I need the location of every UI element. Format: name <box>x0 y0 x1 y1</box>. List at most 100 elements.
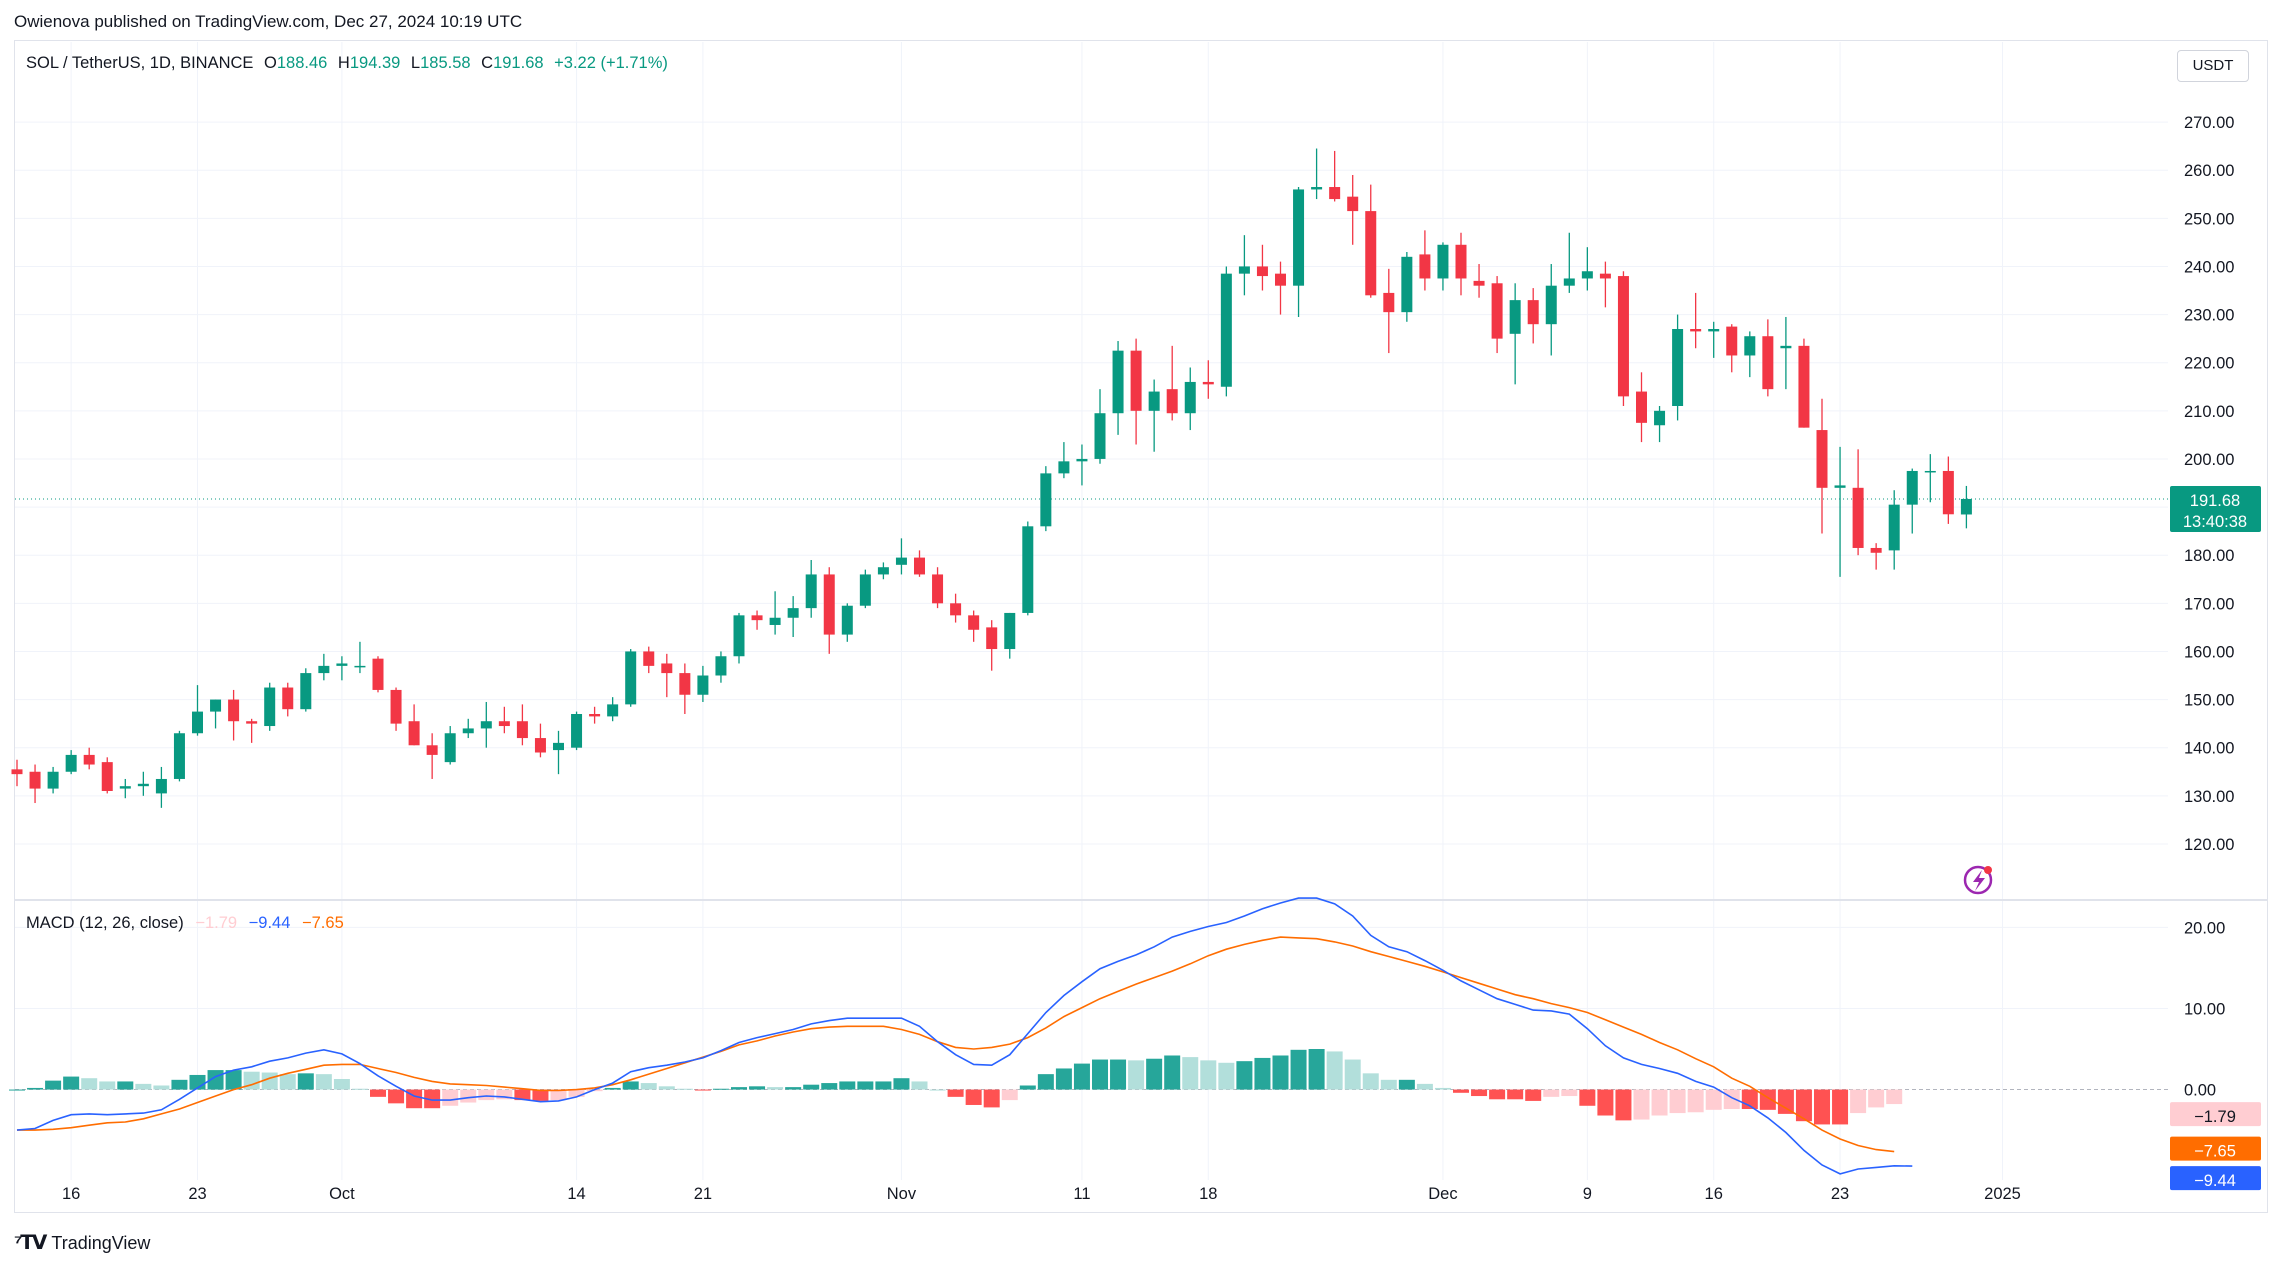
candle-body <box>589 714 601 717</box>
candle-body <box>1094 413 1106 459</box>
macd-histogram-bar <box>604 1087 621 1090</box>
signal-line <box>17 936 1895 1153</box>
macd-histogram-bar <box>1019 1085 1036 1090</box>
macd-histogram-bar <box>1434 1087 1451 1090</box>
macd-lines <box>16 897 1913 1175</box>
macd-histogram-bar <box>1254 1057 1271 1090</box>
candle-body <box>498 721 510 727</box>
axis-price-labels: 191.68 13:40:38 −1.79 −7.65 −9.44 <box>2170 485 2261 1191</box>
candle-body <box>1690 329 1702 332</box>
macd-histogram-bar <box>1001 1089 1018 1101</box>
macd-histogram-bar <box>1416 1083 1433 1090</box>
candle-body <box>1329 187 1341 200</box>
candle-body <box>1347 196 1359 212</box>
macd-histogram-bar <box>694 1089 711 1091</box>
candle-body <box>1130 350 1142 411</box>
macd-histogram-bar <box>1705 1089 1722 1110</box>
macd-histogram-bar <box>550 1089 567 1101</box>
candle-body <box>444 733 456 763</box>
macd-histogram-bar <box>1037 1074 1054 1090</box>
candle-body <box>1924 470 1936 473</box>
macd-histogram-bar <box>767 1087 784 1090</box>
last-price-badge-text: 191.68 <box>2190 492 2240 510</box>
candle-body <box>805 574 817 609</box>
price-tick-label: 210.00 <box>2184 403 2234 421</box>
macd-histogram-bar <box>1525 1089 1542 1101</box>
macd-histogram-bar <box>839 1081 856 1090</box>
time-tick-label: 16 <box>1705 1185 1723 1203</box>
macd-histogram-bar <box>947 1089 964 1097</box>
time-tick-label: Nov <box>887 1185 917 1203</box>
time-tick-label: 23 <box>1831 1185 1849 1203</box>
candle-body <box>697 675 709 695</box>
macd-histogram-bar <box>225 1070 242 1090</box>
macd-histogram-bar <box>983 1089 1000 1108</box>
candle-body <box>1870 547 1882 553</box>
macd-histogram-bar <box>1832 1089 1849 1125</box>
candle-body <box>986 627 998 650</box>
macd-histogram-bar <box>965 1089 982 1105</box>
currency-button[interactable]: USDT <box>2177 50 2249 82</box>
candle-body <box>1202 381 1214 385</box>
candle-body <box>354 665 366 668</box>
macd-histogram <box>9 1049 1903 1125</box>
macd-histogram-bar <box>1723 1089 1740 1110</box>
candle-body <box>1816 430 1828 488</box>
macd-hist-badge-text: −1.79 <box>2194 1108 2236 1126</box>
candle-body <box>1311 187 1323 190</box>
ohlc-open: O188.46 <box>264 54 328 72</box>
time-tick-label: 9 <box>1583 1185 1592 1203</box>
macd-histogram-bar <box>514 1089 531 1101</box>
macd-line-badge-text: −9.44 <box>2194 1172 2236 1190</box>
candle-body <box>769 617 781 625</box>
candle-body <box>679 673 691 695</box>
candle-body <box>1491 283 1503 339</box>
candle-body <box>751 615 763 621</box>
last-price-badge: 191.68 13:40:38 <box>2170 485 2261 532</box>
macd-histogram-bar <box>929 1089 946 1091</box>
macd-histogram-bar <box>478 1089 495 1101</box>
price-tick-label: 270.00 <box>2184 114 2234 132</box>
candle-body <box>372 658 384 690</box>
macd-histogram-bar <box>388 1089 405 1104</box>
macd-histogram-bar <box>1218 1062 1235 1090</box>
macd-title[interactable]: MACD (12, 26, close) <box>26 914 184 932</box>
macd-histogram-bar <box>1398 1079 1415 1090</box>
macd-histogram-bar <box>9 1089 25 1091</box>
macd-histogram-bar <box>1651 1089 1668 1116</box>
candle-body <box>968 615 980 630</box>
candle-body <box>1654 410 1666 426</box>
candle-body <box>65 754 77 772</box>
candle-body <box>1672 329 1684 406</box>
macd-histogram-bar <box>1868 1089 1885 1108</box>
macd-histogram-bar <box>712 1088 729 1090</box>
ohlc-low: L185.58 <box>410 54 471 72</box>
candle-body <box>1509 300 1521 334</box>
symbol-name[interactable]: SOL / TetherUS, 1D, BINANCE <box>26 54 254 72</box>
candle-body <box>1455 244 1467 279</box>
candle-body <box>426 745 438 755</box>
macd-histogram-bar <box>45 1080 62 1090</box>
macd-histogram-bar <box>1814 1089 1830 1125</box>
lightning-icon[interactable] <box>1963 865 1993 895</box>
macd-histogram-bar <box>1326 1051 1343 1090</box>
macd-histogram-bar <box>99 1081 116 1090</box>
candle-body <box>210 699 222 712</box>
candle-body <box>607 704 619 717</box>
candle-body <box>1599 273 1611 279</box>
candle-body <box>1527 300 1539 325</box>
candle-body <box>1022 526 1034 613</box>
macd-histogram-bar <box>1579 1089 1596 1106</box>
candle-body <box>282 687 294 710</box>
macd-histogram-bar <box>1146 1058 1163 1090</box>
last-price-badge-bg <box>2170 485 2261 532</box>
candle-body <box>246 721 258 724</box>
candle-body <box>390 689 402 724</box>
candles <box>11 148 1972 808</box>
candle-body <box>877 567 889 575</box>
tradingview-brand[interactable]: ⁠⁷𝗧𝗩 TradingView <box>14 1230 150 1255</box>
candle-body <box>137 783 149 787</box>
time-tick-label: 21 <box>694 1185 712 1203</box>
candle-body <box>300 673 312 710</box>
